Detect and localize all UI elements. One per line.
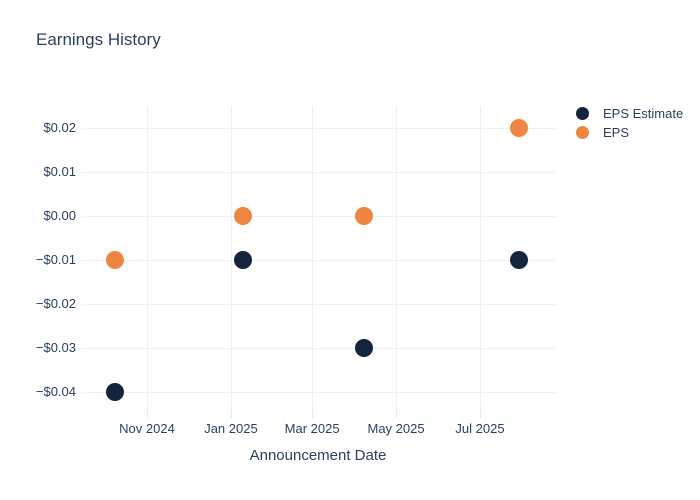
y-tick-label: −$0.04	[35, 384, 76, 399]
x-gridline	[147, 106, 148, 413]
point-eps-estimate[interactable]	[509, 251, 528, 269]
y-gridline	[81, 348, 555, 349]
x-gridline	[480, 106, 481, 413]
legend-item-label: EPS	[603, 124, 630, 140]
x-tick-label: May 2025	[367, 421, 425, 436]
point-eps[interactable]	[106, 251, 125, 269]
y-gridline	[81, 260, 555, 261]
x-gridline	[396, 106, 398, 413]
y-gridline	[81, 304, 555, 305]
x-tick-mark	[312, 413, 314, 418]
legend-marker-icon	[576, 106, 589, 120]
x-tick-label: Nov 2024	[119, 421, 175, 436]
x-tick-mark	[480, 413, 481, 418]
x-tick-label: Jul 2025	[455, 421, 505, 436]
point-eps[interactable]	[509, 119, 528, 137]
y-gridline	[81, 128, 555, 129]
y-gridline	[81, 172, 555, 173]
legend-marker-icon	[576, 125, 589, 139]
y-gridline	[81, 216, 555, 217]
y-tick-label: −$0.02	[35, 296, 76, 311]
y-tick-label: −$0.01	[35, 252, 76, 267]
point-eps[interactable]	[234, 207, 253, 225]
x-tick-mark	[396, 413, 398, 418]
x-gridline	[230, 106, 232, 413]
x-tick-label: Jan 2025	[204, 421, 258, 436]
x-tick-label: Mar 2025	[284, 421, 340, 436]
y-gridline	[81, 392, 555, 393]
legend: EPS Estimate EPS	[576, 104, 683, 142]
point-eps-estimate[interactable]	[234, 251, 253, 269]
x-tick-mark	[147, 413, 148, 418]
y-tick-label: −$0.03	[35, 340, 76, 355]
point-eps-estimate[interactable]	[355, 339, 374, 357]
legend-item-eps[interactable]: EPS	[576, 123, 683, 141]
y-tick-label: $0.00	[43, 208, 76, 223]
x-gridline	[312, 106, 314, 413]
y-tick-label: $0.01	[43, 164, 76, 179]
point-eps[interactable]	[355, 207, 374, 225]
plot-area[interactable]	[81, 106, 555, 413]
x-tick-mark	[230, 413, 232, 418]
legend-item-eps-estimate[interactable]: EPS Estimate	[576, 104, 683, 122]
y-tick-label: $0.02	[43, 120, 76, 135]
point-eps-estimate[interactable]	[106, 383, 125, 401]
legend-item-label: EPS Estimate	[603, 105, 684, 121]
chart-title: Earnings History	[36, 30, 161, 49]
x-axis-title: Announcement Date	[249, 447, 387, 464]
